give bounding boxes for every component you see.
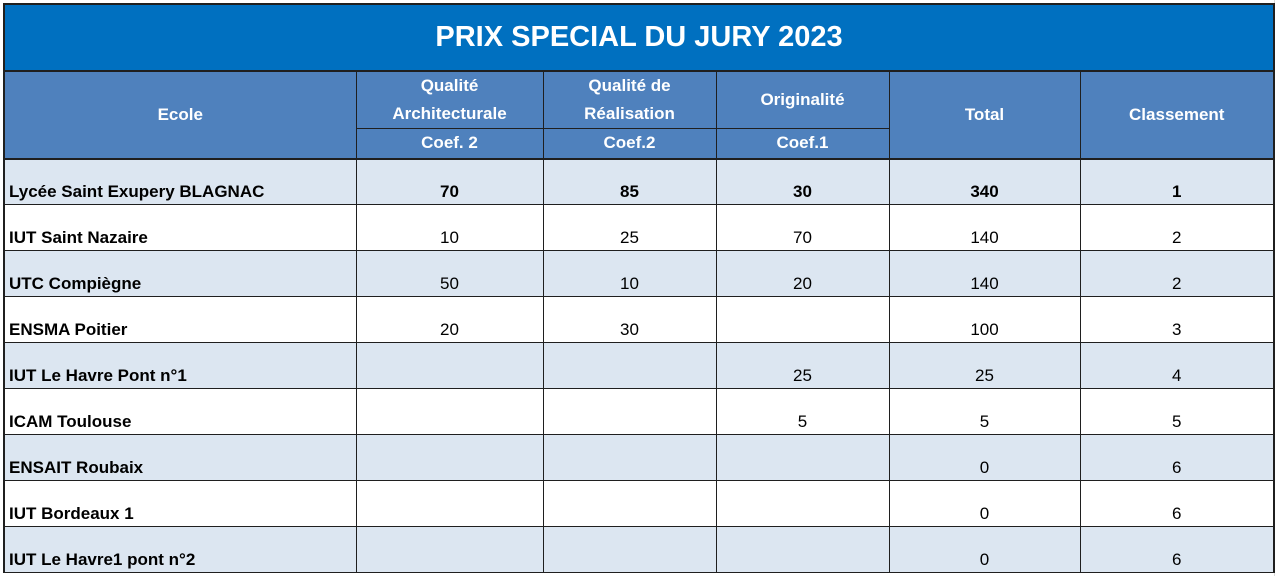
cell-ecole[interactable]: IUT Le Havre1 pont n°2 [3, 526, 357, 573]
cell-classement[interactable]: 6 [1079, 526, 1276, 573]
sheet-gridline [1274, 0, 1277, 576]
cell-originalite[interactable] [715, 526, 890, 573]
header-qualite-realisation[interactable]: Qualité de Réalisation [542, 71, 717, 129]
cell-originalite[interactable] [715, 296, 890, 343]
cell-ecole[interactable]: Lycée Saint Exupery BLAGNAC [3, 158, 357, 205]
header-ecole[interactable]: Ecole [3, 71, 357, 160]
cell-qualite-realisation[interactable] [542, 526, 717, 573]
cell-ecole[interactable]: ICAM Toulouse [3, 388, 357, 435]
cell-classement[interactable]: 5 [1079, 388, 1276, 435]
cell-qualite-architecturale[interactable]: 10 [355, 204, 544, 251]
cell-originalite[interactable]: 30 [715, 158, 890, 205]
cell-classement[interactable]: 3 [1079, 296, 1276, 343]
table-row: IUT Saint Nazaire 10 25 70 140 2 [3, 204, 1276, 251]
header-qualite-architecturale[interactable]: Qualité Architecturale [355, 71, 544, 129]
table-row: IUT Le Havre1 pont n°2 0 6 [3, 526, 1276, 573]
cell-qualite-realisation[interactable] [542, 480, 717, 527]
header-qualite-realisation-line2: Réalisation [584, 104, 675, 123]
cell-ecole[interactable]: ENSAIT Roubaix [3, 434, 357, 481]
cell-total[interactable]: 25 [888, 342, 1081, 389]
table-row: UTC Compiègne 50 10 20 140 2 [3, 250, 1276, 297]
cell-originalite[interactable]: 25 [715, 342, 890, 389]
table-row: IUT Le Havre Pont n°1 25 25 4 [3, 342, 1276, 389]
table-row: ENSMA Poitier 20 30 100 3 [3, 296, 1276, 343]
table-row: ENSAIT Roubaix 0 6 [3, 434, 1276, 481]
cell-ecole[interactable]: IUT Le Havre Pont n°1 [3, 342, 357, 389]
cell-qualite-realisation[interactable]: 10 [542, 250, 717, 297]
header-coef-architecturale[interactable]: Coef. 2 [355, 128, 544, 160]
cell-total[interactable]: 140 [888, 250, 1081, 297]
cell-classement[interactable]: 1 [1079, 158, 1276, 205]
cell-qualite-architecturale[interactable]: 50 [355, 250, 544, 297]
header-coef-originalite[interactable]: Coef.1 [715, 128, 890, 160]
cell-ecole[interactable]: UTC Compiègne [3, 250, 357, 297]
cell-qualite-realisation[interactable]: 25 [542, 204, 717, 251]
cell-originalite[interactable] [715, 434, 890, 481]
cell-qualite-architecturale[interactable] [355, 342, 544, 389]
cell-total[interactable]: 0 [888, 480, 1081, 527]
cell-ecole[interactable]: IUT Saint Nazaire [3, 204, 357, 251]
header-originalite[interactable]: Originalité [715, 71, 890, 129]
cell-total[interactable]: 0 [888, 526, 1081, 573]
table-title[interactable]: PRIX SPECIAL DU JURY 2023 [2, 3, 1276, 72]
header-qualite-architecturale-line2: Architecturale [392, 104, 507, 123]
cell-classement[interactable]: 6 [1079, 480, 1276, 527]
cell-qualite-realisation[interactable]: 85 [542, 158, 717, 205]
header-classement[interactable]: Classement [1079, 71, 1276, 160]
cell-classement[interactable]: 6 [1079, 434, 1276, 481]
cell-originalite[interactable] [715, 480, 890, 527]
cell-qualite-realisation[interactable] [542, 388, 717, 435]
cell-originalite[interactable]: 70 [715, 204, 890, 251]
cell-total[interactable]: 0 [888, 434, 1081, 481]
cell-total[interactable]: 340 [888, 158, 1081, 205]
table-row: Lycée Saint Exupery BLAGNAC 70 85 30 340… [3, 158, 1276, 205]
cell-ecole[interactable]: ENSMA Poitier [3, 296, 357, 343]
header-qualite-architecturale-line1: Qualité [420, 76, 479, 95]
cell-qualite-architecturale[interactable] [355, 480, 544, 527]
cell-total[interactable]: 140 [888, 204, 1081, 251]
results-table: PRIX SPECIAL DU JURY 2023 Ecole Qualité … [2, 3, 1276, 573]
cell-classement[interactable]: 4 [1079, 342, 1276, 389]
cell-originalite[interactable]: 5 [715, 388, 890, 435]
cell-qualite-realisation[interactable] [542, 342, 717, 389]
table-row: IUT Bordeaux 1 0 6 [3, 480, 1276, 527]
cell-qualite-architecturale[interactable] [355, 388, 544, 435]
header-coef-realisation[interactable]: Coef.2 [542, 128, 717, 160]
table-row: ICAM Toulouse 5 5 5 [3, 388, 1276, 435]
cell-total[interactable]: 5 [888, 388, 1081, 435]
cell-qualite-realisation[interactable]: 30 [542, 296, 717, 343]
header-total[interactable]: Total [888, 71, 1081, 160]
cell-qualite-architecturale[interactable] [355, 434, 544, 481]
cell-originalite[interactable]: 20 [715, 250, 890, 297]
cell-total[interactable]: 100 [888, 296, 1081, 343]
cell-qualite-architecturale[interactable]: 70 [355, 158, 544, 205]
cell-ecole[interactable]: IUT Bordeaux 1 [3, 480, 357, 527]
cell-qualite-architecturale[interactable]: 20 [355, 296, 544, 343]
cell-classement[interactable]: 2 [1079, 204, 1276, 251]
cell-qualite-realisation[interactable] [542, 434, 717, 481]
header-qualite-realisation-line1: Qualité de [588, 76, 671, 95]
cell-qualite-architecturale[interactable] [355, 526, 544, 573]
cell-classement[interactable]: 2 [1079, 250, 1276, 297]
